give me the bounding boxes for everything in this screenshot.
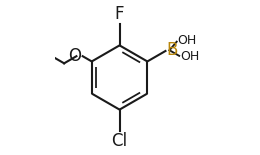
Text: F: F bbox=[115, 5, 124, 23]
Text: B: B bbox=[166, 41, 178, 59]
Text: OH: OH bbox=[177, 34, 197, 47]
Text: OH: OH bbox=[180, 50, 199, 63]
Text: O: O bbox=[68, 47, 81, 65]
Text: Cl: Cl bbox=[112, 132, 128, 150]
